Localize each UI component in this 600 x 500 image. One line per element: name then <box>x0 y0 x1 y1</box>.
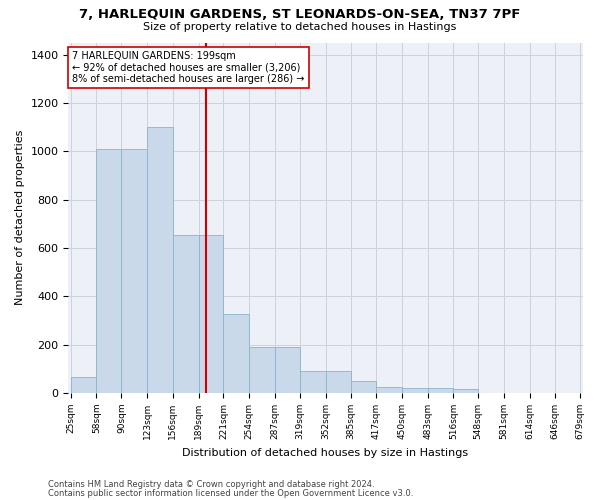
Bar <box>147 127 173 393</box>
Bar <box>453 390 478 393</box>
Text: Contains public sector information licensed under the Open Government Licence v3: Contains public sector information licen… <box>48 490 413 498</box>
Bar <box>249 347 275 393</box>
Bar <box>121 149 147 393</box>
Bar <box>223 314 249 393</box>
Bar <box>97 149 121 393</box>
Bar <box>428 388 453 393</box>
Text: 7 HARLEQUIN GARDENS: 199sqm
← 92% of detached houses are smaller (3,206)
8% of s: 7 HARLEQUIN GARDENS: 199sqm ← 92% of det… <box>72 51 305 84</box>
Bar <box>376 387 402 393</box>
X-axis label: Distribution of detached houses by size in Hastings: Distribution of detached houses by size … <box>182 448 469 458</box>
Bar <box>275 347 300 393</box>
Bar <box>402 388 428 393</box>
Bar <box>199 234 223 393</box>
Bar <box>326 372 351 393</box>
Bar <box>300 372 326 393</box>
Text: 7, HARLEQUIN GARDENS, ST LEONARDS-ON-SEA, TN37 7PF: 7, HARLEQUIN GARDENS, ST LEONARDS-ON-SEA… <box>79 8 521 20</box>
Bar <box>351 381 376 393</box>
Text: Size of property relative to detached houses in Hastings: Size of property relative to detached ho… <box>143 22 457 32</box>
Text: Contains HM Land Registry data © Crown copyright and database right 2024.: Contains HM Land Registry data © Crown c… <box>48 480 374 489</box>
Bar <box>173 234 199 393</box>
Bar <box>71 378 97 393</box>
Y-axis label: Number of detached properties: Number of detached properties <box>15 130 25 306</box>
